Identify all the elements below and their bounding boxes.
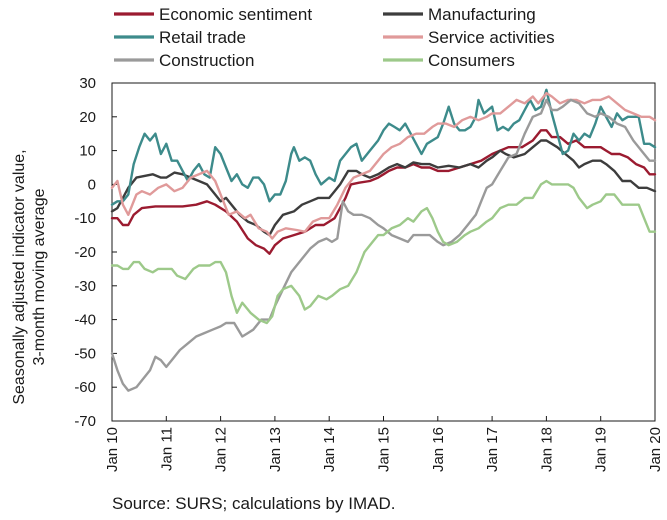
y-tick-label: -40 [74,312,96,329]
plot-frame [111,82,656,422]
legend-label: Manufacturing [428,5,536,24]
x-tick-label: Jan 13 [267,427,284,472]
series-line [110,88,657,206]
legend-label: Service activities [428,28,555,47]
y-tick-label: -60 [74,379,96,396]
y-tick-label: -10 [74,210,96,227]
x-tick-label: Jan 15 [376,427,393,472]
series-line [110,98,657,392]
series-lines [110,88,657,392]
x-tick-label: Jan 19 [593,427,610,472]
x-tick-label: Jan 16 [430,427,447,472]
y-tick-label: -20 [74,244,96,261]
legend-label: Economic sentiment [159,5,312,24]
x-tick-label: Jan 20 [647,427,664,472]
x-tick-label: Jan 14 [321,427,338,472]
x-tick-label: Jan 11 [158,427,175,471]
plot-border [111,82,656,422]
series-line [110,129,657,255]
x-tick-label: Jan 17 [484,427,501,472]
legend-label: Construction [159,51,254,70]
series-line [110,179,657,325]
y-axis-title: Seasonally adjusted indicator value, 3-mo… [11,149,48,404]
y-axis-title-line: 3-month moving average [31,188,48,365]
y-tick-label: 10 [79,143,96,160]
legend-label: Retail trade [159,28,246,47]
y-tick-label: -50 [74,345,96,362]
source-note: Source: SURS; calculations by IMAD. [112,494,396,513]
y-axis-ticks: 30 20 10 0 -10 -20 -30 -40 -50 -60 -70 [74,75,117,430]
legend-label: Consumers [428,51,515,70]
y-axis-title-line: Seasonally adjusted indicator value, [11,149,28,404]
x-axis-ticks: Jan 10 Jan 11 Jan 12 Jan 13 Jan 14 Jan 15 Jan … [104,416,664,472]
y-tick-label: -70 [74,413,96,430]
series-line [110,91,657,240]
y-tick-label: 30 [79,75,96,92]
y-tick-label: 0 [88,176,96,193]
y-tick-label: 20 [79,109,96,126]
x-tick-label: Jan 18 [538,427,555,472]
y-tick-label: -30 [74,278,96,295]
x-tick-label: Jan 10 [104,427,121,472]
x-tick-label: Jan 12 [213,427,230,472]
series-line [110,139,657,237]
legend: Economic sentiment Manufacturing Retail tr… [114,5,555,70]
